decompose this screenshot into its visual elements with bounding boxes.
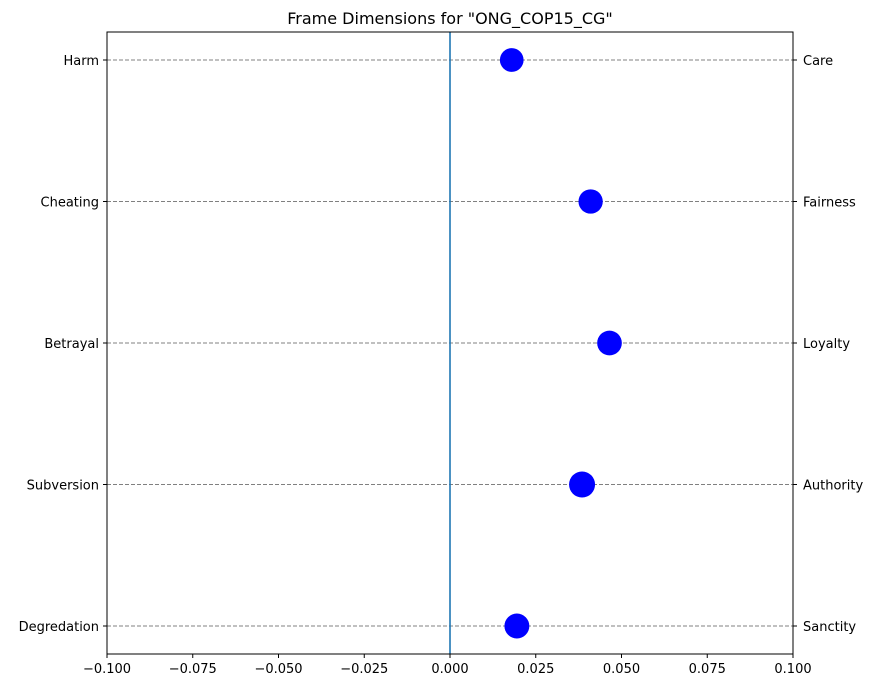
x-tick-label: −0.025 — [340, 662, 388, 677]
left-tick-label: Subversion — [27, 479, 99, 494]
x-tick-label: 0.025 — [517, 662, 554, 677]
left-tick-label: Degredation — [19, 620, 99, 635]
data-point — [578, 189, 603, 214]
chart-title: Frame Dimensions for "ONG_COP15_CG" — [287, 9, 613, 29]
left-tick-label: Betrayal — [44, 337, 99, 352]
right-tick-label: Sanctity — [803, 620, 856, 635]
x-tick-label: 0.050 — [603, 662, 640, 677]
right-tick-label: Care — [803, 54, 833, 69]
data-point — [597, 330, 622, 356]
right-tick-label: Fairness — [803, 196, 856, 211]
points-layer — [499, 48, 622, 639]
x-tick-label: 0.000 — [431, 662, 468, 677]
x-tick-label: 0.075 — [689, 662, 726, 677]
x-tick-label: −0.100 — [83, 662, 131, 677]
left-tick-label: Harm — [63, 54, 99, 69]
x-tick-label: −0.050 — [254, 662, 302, 677]
data-point — [499, 48, 524, 72]
x-tick-label: −0.075 — [169, 662, 217, 677]
right-tick-label: Authority — [803, 479, 863, 494]
data-point — [569, 471, 596, 498]
right-tick-label: Loyalty — [803, 337, 850, 352]
axes-layer — [103, 31, 797, 658]
x-tick-label: 0.100 — [774, 662, 811, 677]
labels-layer: −0.100 −0.075 −0.050 −0.025 0.000 0.025 0.050 0… — [19, 54, 864, 677]
data-point — [504, 613, 530, 639]
left-tick-label: Cheating — [41, 196, 99, 211]
